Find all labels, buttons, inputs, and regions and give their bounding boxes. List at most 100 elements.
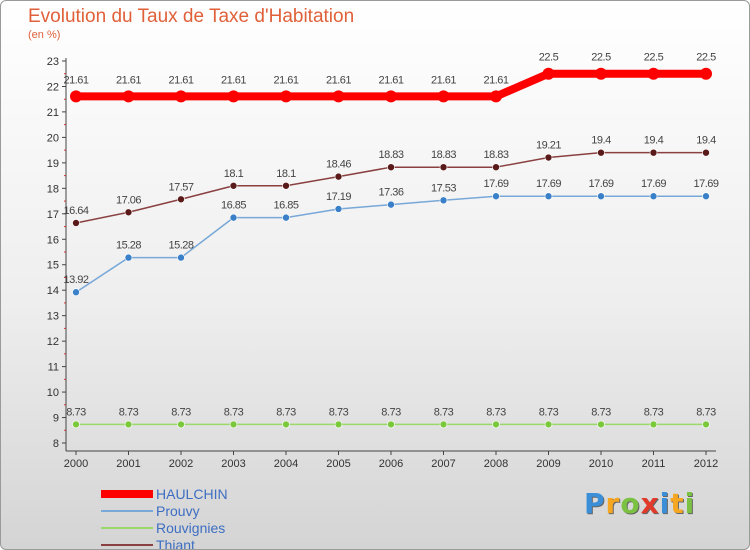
data-point — [229, 420, 238, 429]
logo-letter: i — [659, 487, 671, 520]
data-point — [387, 420, 395, 429]
data-point — [385, 90, 397, 103]
data-label: 17.69 — [588, 178, 613, 190]
y-tick-label: 9 — [53, 413, 59, 425]
data-label: 8.73 — [171, 406, 191, 418]
legend-swatch — [101, 490, 153, 498]
data-point — [122, 90, 135, 103]
series-layer — [70, 67, 712, 429]
data-point — [177, 420, 185, 429]
data-point — [124, 253, 133, 262]
data-label: 21.61 — [221, 74, 246, 86]
data-point — [437, 90, 450, 103]
data-point — [175, 90, 187, 103]
data-label: 19.4 — [696, 135, 716, 147]
y-tick-label: 10 — [47, 387, 59, 399]
data-point — [544, 420, 553, 429]
legend-swatch — [101, 527, 153, 529]
data-point — [124, 208, 133, 217]
y-tick-label: 11 — [48, 362, 59, 374]
data-label: 22.5 — [591, 52, 611, 64]
data-label: 17.69 — [483, 178, 508, 190]
data-label: 8.73 — [276, 406, 296, 418]
data-label: 15.28 — [168, 240, 193, 252]
logo-letter: i — [684, 487, 696, 520]
logo-letter: P — [584, 487, 606, 520]
y-tick-label: 14 — [47, 285, 59, 297]
y-tick-label: 8 — [53, 438, 59, 450]
data-point — [649, 420, 658, 429]
x-tick-label: 2000 — [64, 458, 88, 470]
data-label: 8.73 — [696, 406, 716, 418]
logo-letter: t — [670, 487, 685, 520]
data-label: 8.73 — [119, 406, 139, 418]
data-point — [282, 181, 290, 190]
data-label: 21.61 — [273, 74, 298, 86]
data-label: 8.73 — [224, 406, 244, 418]
data-label: 21.61 — [378, 74, 403, 86]
y-tick-label: 16 — [47, 234, 59, 246]
y-tick-label: 22 — [47, 81, 59, 93]
data-point — [647, 67, 660, 80]
data-label: 16.64 — [63, 205, 88, 217]
y-tick-label: 15 — [47, 260, 59, 272]
data-point — [282, 213, 290, 222]
x-tick-label: 2002 — [169, 458, 193, 470]
data-point — [597, 148, 605, 157]
data-point — [227, 90, 240, 103]
data-label: 17.19 — [326, 191, 351, 203]
data-label: 19.4 — [591, 135, 611, 147]
legend-swatch — [101, 544, 153, 546]
y-unit-label: (en %) — [28, 29, 61, 41]
data-point — [595, 67, 607, 80]
data-label: 21.61 — [63, 74, 88, 86]
y-tick-label: 17 — [47, 209, 59, 221]
x-tick-label: 2005 — [326, 458, 350, 470]
logo-letter: x — [640, 487, 660, 520]
data-point — [492, 163, 500, 171]
data-label: 8.73 — [434, 406, 454, 418]
data-point — [702, 192, 710, 201]
data-label: 8.73 — [539, 406, 559, 418]
data-label: 17.57 — [168, 181, 193, 193]
data-label: 17.53 — [431, 182, 456, 194]
data-label: 8.73 — [486, 406, 506, 418]
data-label: 8.73 — [329, 406, 349, 418]
y-tick-label: 21 — [47, 107, 59, 119]
data-point — [332, 90, 345, 103]
data-label: 16.85 — [221, 200, 246, 212]
data-point — [597, 192, 605, 201]
data-label: 18.1 — [276, 168, 296, 180]
data-label: 21.61 — [326, 74, 351, 86]
data-point — [280, 90, 292, 103]
proxiti-logo: Proxiti — [584, 487, 695, 520]
logo-letter: r — [605, 487, 621, 520]
data-label: 22.5 — [644, 52, 664, 64]
data-label: 21.61 — [168, 74, 193, 86]
data-label: 18.83 — [431, 149, 456, 161]
data-label: 8.73 — [644, 406, 664, 418]
x-tick-label: 2008 — [484, 458, 508, 470]
data-point — [387, 163, 395, 171]
x-tick-label: 2003 — [221, 458, 245, 470]
legend-swatch — [101, 510, 153, 512]
data-point — [649, 148, 658, 157]
data-label: 13.92 — [63, 274, 88, 286]
data-label: 18.46 — [326, 159, 351, 171]
y-tick-label: 18 — [47, 183, 59, 195]
data-label: 17.36 — [378, 187, 403, 199]
data-label: 19.4 — [644, 135, 664, 147]
x-tick-label: 2007 — [431, 458, 455, 470]
data-point — [490, 90, 502, 103]
data-point — [439, 163, 448, 171]
data-label: 17.69 — [536, 178, 561, 190]
data-point — [649, 192, 658, 201]
x-tick-label: 2011 — [642, 458, 666, 470]
data-point — [492, 420, 500, 429]
data-label: 8.73 — [66, 406, 86, 418]
data-label: 15.28 — [116, 240, 141, 252]
x-tick-label: 2012 — [694, 458, 718, 470]
y-tick-label: 19 — [47, 158, 59, 170]
